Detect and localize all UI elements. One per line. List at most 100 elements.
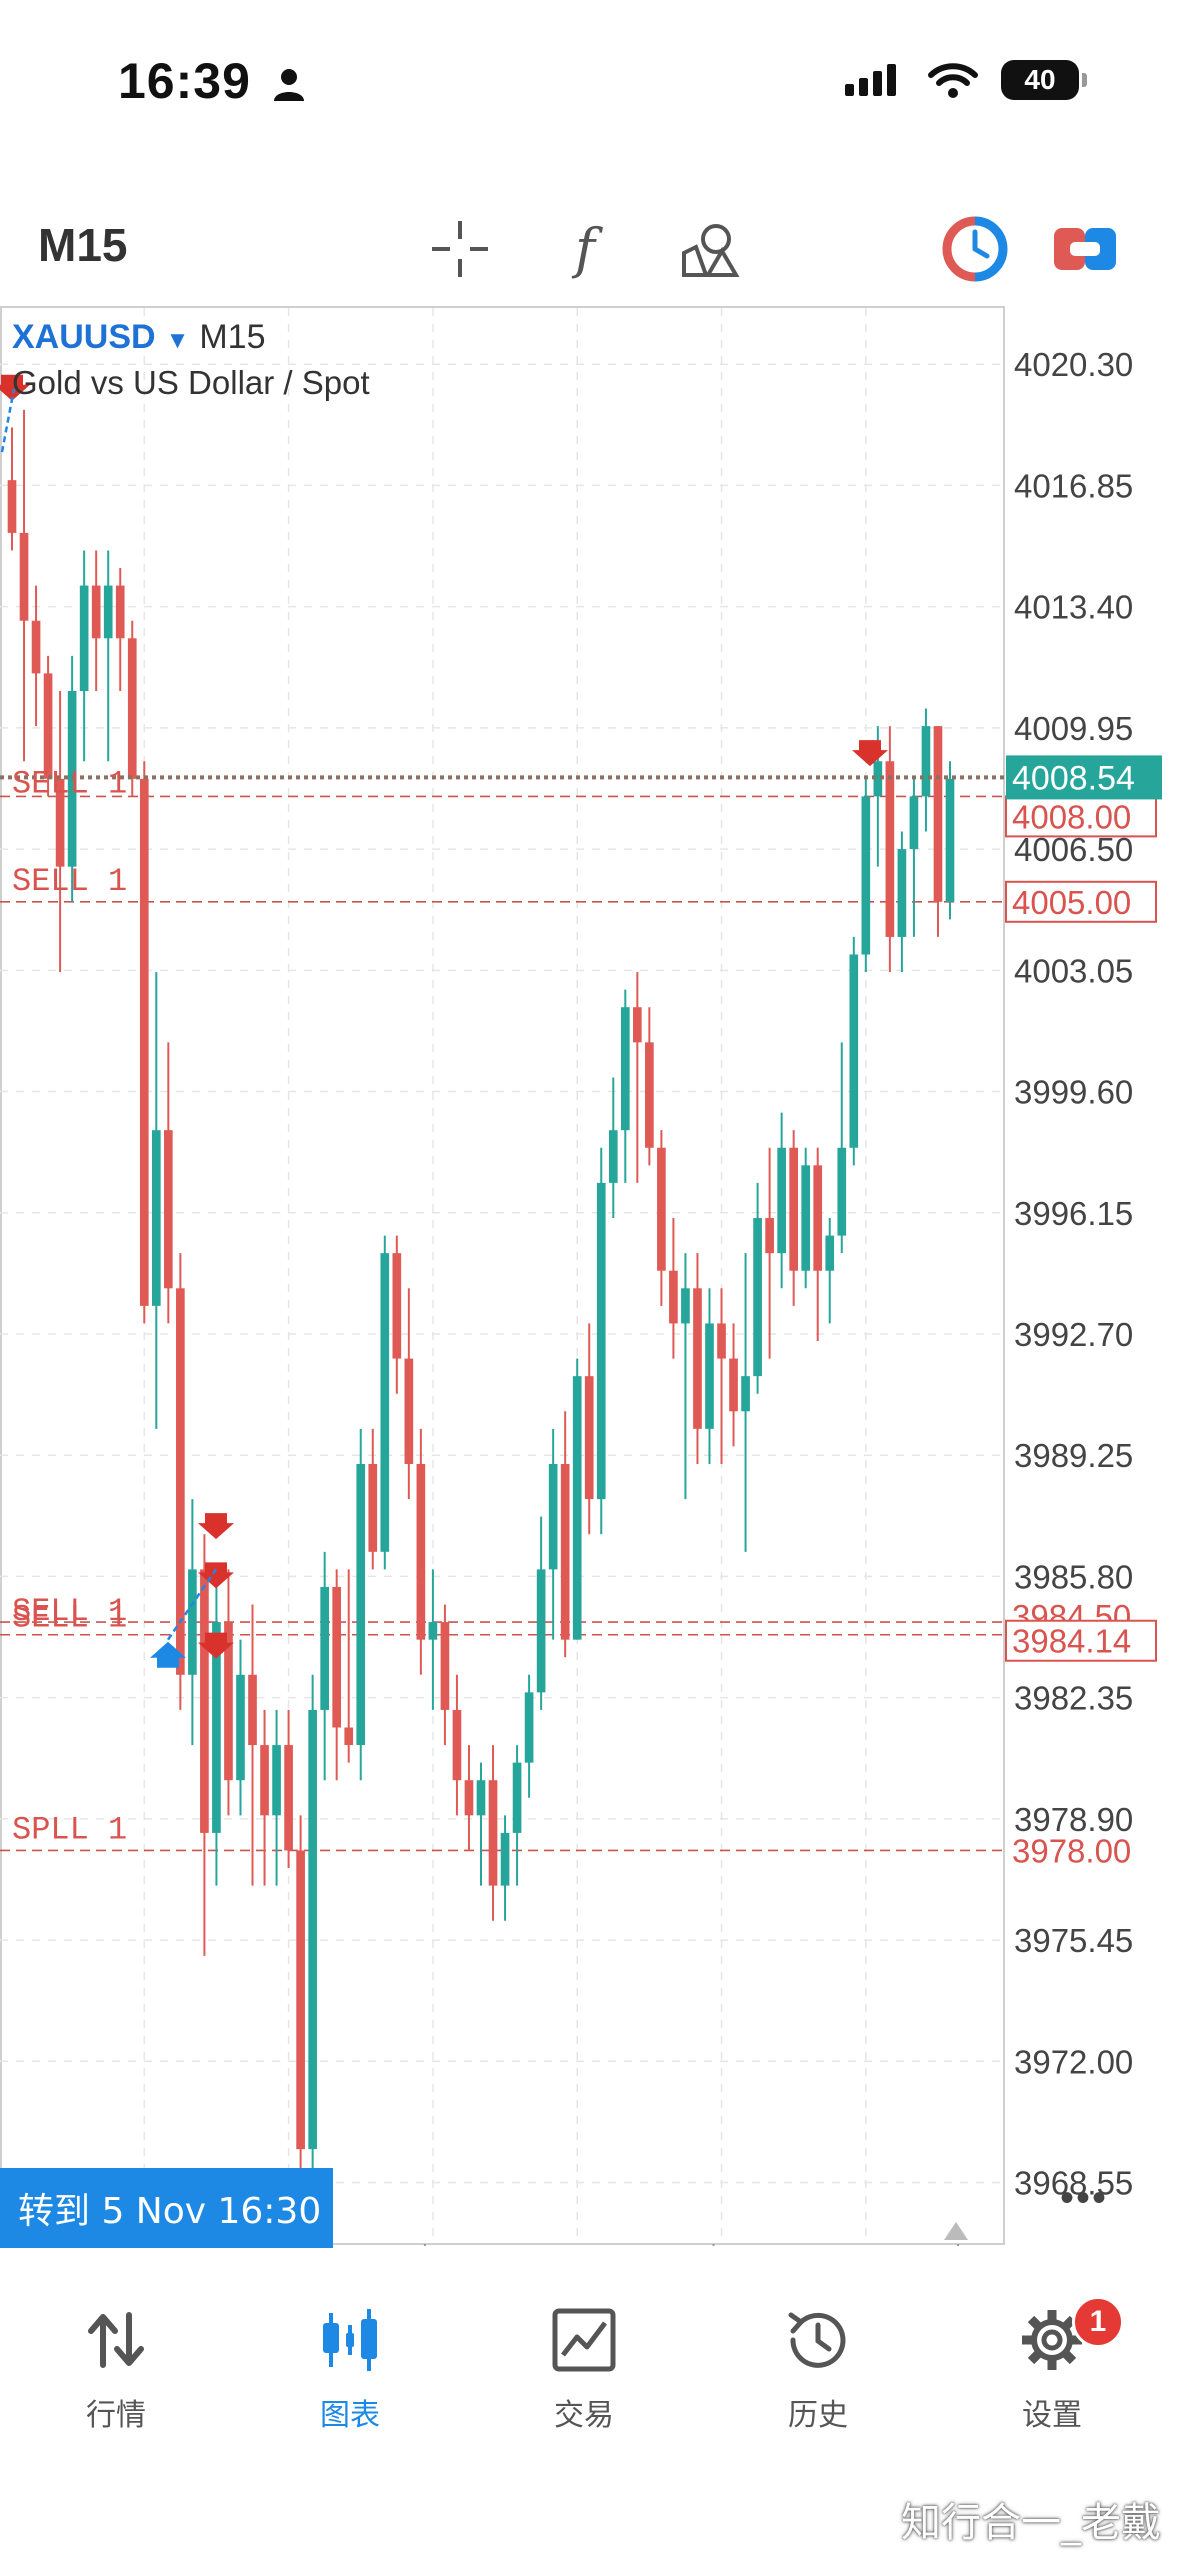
candle-body [693,1288,702,1429]
order-label: SELL 1 [12,765,127,802]
nav-chart-label: 图表 [320,2398,380,2433]
candle-body [608,1130,618,1183]
indicators-button[interactable]: f [540,204,630,294]
candle-body [260,1745,269,1816]
current-price-box [1006,755,1162,800]
candle-body [416,1463,426,1640]
candle-body [19,532,29,621]
objects-button[interactable] [665,204,755,294]
candle-body [945,778,955,902]
symbol-timeframe: M15 [199,318,266,356]
candle-body [188,1569,197,1675]
candle-body [645,1042,654,1148]
candlestick-chart[interactable]: 4020.304016.854013.404009.954006.504003.… [0,306,1179,2246]
order-label: SELL 1 [12,1600,127,1637]
candle-body [248,1674,257,1746]
chart-frame [0,306,1005,2245]
candle-body [536,1569,546,1693]
candle-body [512,1762,522,1833]
candle-body [596,1182,606,1500]
y-tick-label: 3975.45 [1014,1922,1133,1959]
price-chart[interactable]: 4020.30 4016.85 4013.40 4009.95 4006.50 4003.… [0,306,1179,2248]
order-price-label: 4005.00 [1012,884,1131,921]
candle-body [933,726,943,902]
candle-body [440,1622,450,1710]
y-tick-label: 4013.40 [1014,589,1133,626]
crosshair-icon [432,221,488,277]
nav-history[interactable]: 历史 [738,2300,898,2450]
candle-body [669,1270,678,1324]
candle-body [464,1780,474,1816]
y-tick-label: 3968.55 [1014,2165,1133,2202]
nav-quotes[interactable]: 行情 [36,2300,196,2450]
candle-body [476,1780,486,1816]
candle-body [200,1569,209,1833]
y-tick-label: 4020.30 [1014,346,1133,383]
settings-gear-icon [1012,2300,1092,2380]
candle-body [79,585,89,691]
symbol-header[interactable]: XAUUSD ▼ M15 [12,318,265,357]
candle-body [55,778,65,867]
history-clock-icon [778,2300,858,2380]
order-price-box [1005,1619,1157,1662]
timeframe-button[interactable]: M15 [38,219,128,271]
candle-body [741,1376,750,1412]
status-bar: 16:39 40 [0,0,1179,170]
more-options-button[interactable]: ••• [1060,2176,1109,2220]
person-icon [273,68,304,101]
chart-candles-icon [310,2300,390,2380]
buy-arrow-icon [150,1641,186,1668]
cellular-signal-icon [845,64,896,96]
symbol-description: Gold vs US Dollar / Spot [12,364,370,401]
quotes-arrows-icon [76,2300,156,2380]
objects-icon [682,224,740,277]
candle-body [885,761,895,937]
candle-body [897,849,907,937]
notification-badge: 1 [1072,2296,1124,2348]
candle-body [43,673,53,779]
candle-body [127,638,137,779]
current-price-label: 4008.54 [1012,759,1135,797]
candle-body [789,1147,798,1271]
candle-body [7,480,17,533]
trade-link-line [166,1568,218,1641]
sell-arrow-icon [0,374,30,401]
candle-body [548,1463,558,1570]
candle-body [861,796,871,955]
goto-date-button[interactable]: 转到 5 Nov 16:30 [0,2168,333,2248]
y-tick-label: 4009.95 [1014,710,1133,747]
symbol-name[interactable]: XAUUSD [12,318,156,356]
candle-body [356,1463,366,1746]
candle-body [620,1007,630,1131]
y-tick-label: 3978.90 [1014,1801,1133,1838]
order-price-label: 3984.14 [1012,1623,1131,1660]
nav-chart[interactable]: 图表 [270,2300,430,2450]
candle-body [176,1288,185,1675]
candle-body [705,1323,714,1429]
symbol-dropdown-icon[interactable]: ▼ [165,327,190,354]
crosshair-button[interactable] [415,204,505,294]
sell-arrow-icon [198,1562,234,1589]
candle-body [392,1253,402,1359]
trade-panel-toggle[interactable] [1040,204,1130,294]
candle-body [380,1253,390,1552]
candle-body [813,1165,823,1271]
nav-settings[interactable]: 1 设置 [972,2296,1132,2450]
one-click-trading-icon [942,216,1008,282]
candle-body [344,1727,354,1746]
y-tick-label: 3982.35 [1014,1680,1133,1717]
candle-body [428,1622,438,1640]
candle-body [488,1780,498,1886]
order-price-box [1005,795,1157,838]
battery-indicator: 40 [1001,60,1087,100]
candle-body [91,585,101,639]
candle-body [103,585,113,639]
order-label: SELL 1 [12,1593,127,1630]
nav-trade[interactable]: 交易 [504,2300,664,2450]
candle-body [320,1586,329,1710]
svg-text:f: f [571,217,603,280]
battery-level: 40 [1024,64,1056,95]
one-click-trading-button[interactable] [930,204,1020,294]
candle-body [151,1130,161,1306]
candle-body [681,1288,690,1324]
